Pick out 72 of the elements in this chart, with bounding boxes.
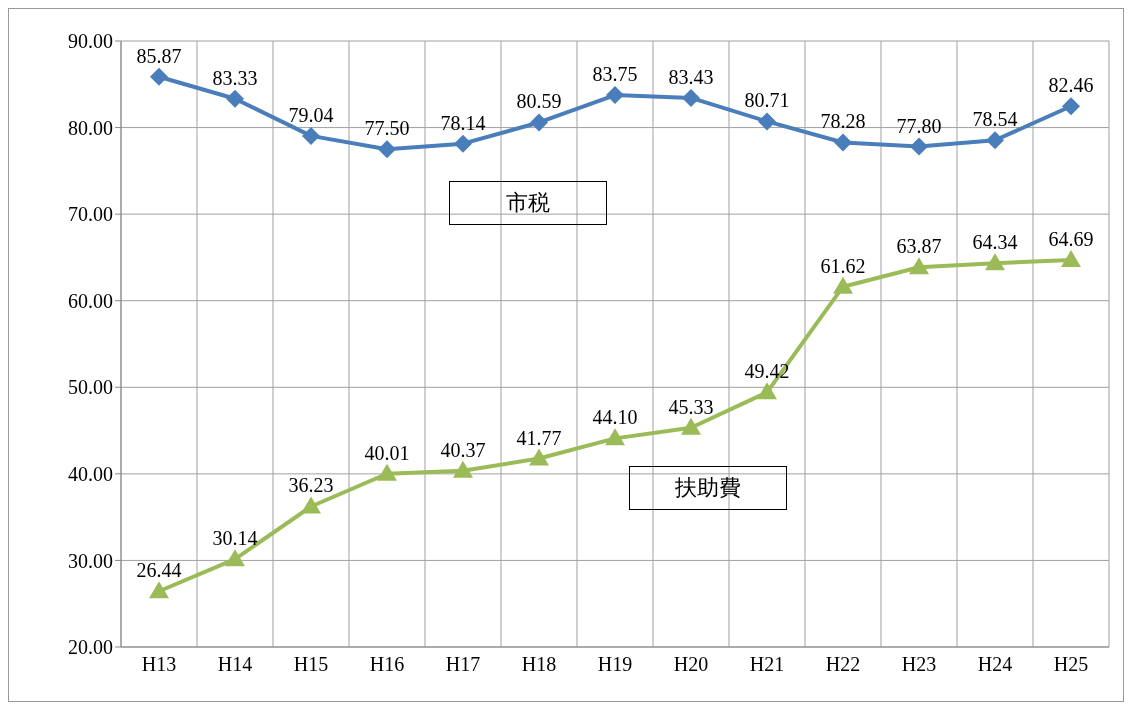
y-tick-label: 40.00: [68, 462, 113, 485]
y-tick-label: 90.00: [68, 30, 113, 53]
data-label: 41.77: [516, 426, 562, 449]
y-tick-label: 50.00: [68, 376, 113, 399]
data-label: 78.14: [440, 111, 486, 134]
x-tick-label: H13: [141, 653, 177, 676]
x-tick-label: H22: [825, 653, 861, 676]
data-label: 63.87: [896, 235, 942, 258]
data-label: 45.33: [668, 395, 714, 418]
data-label: 64.69: [1048, 228, 1094, 251]
point: [986, 131, 1004, 150]
data-label: 30.14: [212, 527, 258, 550]
point: [833, 276, 853, 294]
point: [606, 86, 624, 105]
x-tick-label: H20: [673, 653, 709, 676]
point: [681, 417, 701, 435]
data-label: 36.23: [288, 474, 334, 497]
x-tick-label: H16: [369, 653, 405, 676]
y-tick-label: 60.00: [68, 289, 113, 312]
data-label: 78.28: [820, 110, 866, 133]
y-tick-label: 30.00: [68, 549, 113, 572]
data-label: 44.10: [592, 406, 638, 429]
point: [454, 134, 472, 153]
data-label: 77.50: [364, 117, 410, 140]
data-label: 26.44: [136, 559, 182, 582]
x-tick-label: H24: [977, 653, 1013, 676]
data-label: 79.04: [288, 103, 334, 126]
point: [453, 460, 473, 478]
point: [529, 448, 549, 466]
point: [909, 257, 929, 275]
x-tick-label: H14: [217, 653, 253, 676]
y-tick-label: 70.00: [68, 203, 113, 226]
data-label: 64.34: [972, 231, 1018, 254]
data-label: 80.59: [516, 90, 562, 113]
point: [682, 88, 700, 107]
point: [225, 549, 245, 567]
data-label: 80.71: [744, 89, 790, 112]
x-tick-label: H21: [749, 653, 785, 676]
y-tick-label: 20.00: [68, 636, 113, 659]
point: [758, 112, 776, 131]
data-label: 40.37: [440, 438, 486, 461]
point: [377, 463, 397, 481]
x-tick-label: H17: [445, 653, 481, 676]
data-label: 82.46: [1048, 74, 1094, 97]
x-tick-label: H18: [521, 653, 557, 676]
point: [226, 89, 244, 108]
data-label: 40.01: [364, 441, 410, 464]
point: [301, 496, 321, 514]
data-label: 83.75: [592, 63, 638, 86]
point: [605, 428, 625, 446]
data-label: 61.62: [820, 254, 866, 277]
data-label: 83.43: [668, 65, 714, 88]
point: [149, 581, 169, 599]
point: [302, 126, 320, 145]
y-tick-label: 80.00: [68, 116, 113, 139]
x-tick-label: H25: [1053, 653, 1089, 676]
point: [530, 113, 548, 132]
point: [985, 253, 1005, 271]
data-label: 77.80: [896, 114, 942, 137]
data-label: 78.54: [972, 108, 1018, 131]
x-tick-label: H15: [293, 653, 329, 676]
data-label: 83.33: [212, 66, 258, 89]
point: [378, 140, 396, 159]
point: [757, 382, 777, 400]
data-label: 85.87: [136, 44, 182, 67]
point: [1062, 97, 1080, 116]
point: [1061, 250, 1081, 268]
x-tick-label: H19: [597, 653, 633, 676]
point: [834, 133, 852, 152]
x-tick-label: H23: [901, 653, 937, 676]
point: [150, 67, 168, 86]
point: [910, 137, 928, 156]
